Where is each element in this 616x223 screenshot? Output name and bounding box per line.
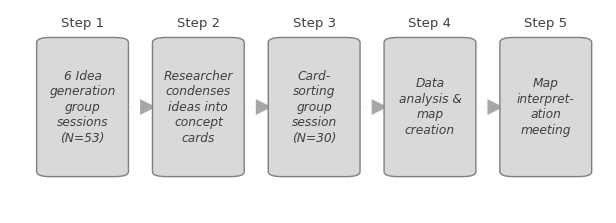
Text: Map
interpret-
ation
meeting: Map interpret- ation meeting: [517, 77, 575, 137]
FancyBboxPatch shape: [269, 37, 360, 177]
FancyBboxPatch shape: [384, 37, 476, 177]
Text: Data
analysis &
map
creation: Data analysis & map creation: [399, 77, 461, 137]
Text: 6 Idea
generation
group
sessions
(N=53): 6 Idea generation group sessions (N=53): [49, 70, 116, 145]
Text: Step 5: Step 5: [524, 17, 567, 30]
Text: Researcher
condenses
ideas into
concept
cards: Researcher condenses ideas into concept …: [164, 70, 233, 145]
FancyBboxPatch shape: [500, 37, 591, 177]
Text: Step 3: Step 3: [293, 17, 336, 30]
Text: Step 1: Step 1: [61, 17, 104, 30]
FancyBboxPatch shape: [153, 37, 244, 177]
Text: Step 4: Step 4: [408, 17, 452, 30]
FancyBboxPatch shape: [37, 37, 129, 177]
Text: Card-
sorting
group
session
(N=30): Card- sorting group session (N=30): [291, 70, 337, 145]
Text: Step 2: Step 2: [177, 17, 220, 30]
